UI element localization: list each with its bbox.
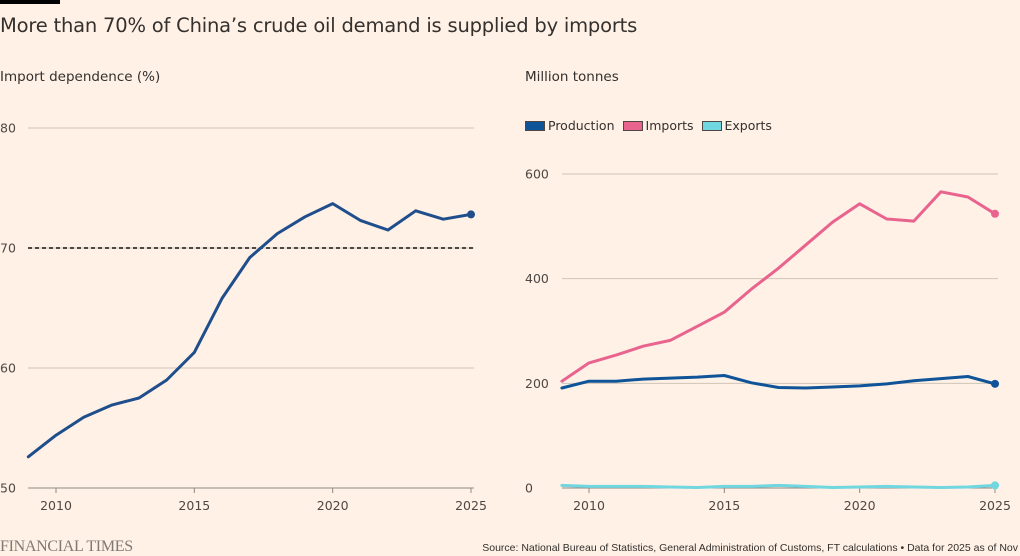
legend-swatch-exports xyxy=(701,120,722,131)
left-y-tick-label: 80 xyxy=(0,121,16,136)
right-y-tick-label: 600 xyxy=(525,167,549,182)
left-x-tick-label: 2025 xyxy=(455,498,487,513)
legend-label: Imports xyxy=(645,118,694,133)
left-x-tick-label: 2010 xyxy=(40,498,72,513)
left-y-tick-label: 70 xyxy=(0,241,16,256)
left-chart-subtitle: Import dependence (%) xyxy=(0,69,161,85)
right-x-tick-label: 2015 xyxy=(708,498,740,513)
left-series-line-import-dependence xyxy=(26,202,473,459)
right-x-tick-label: 2010 xyxy=(573,498,605,513)
legend-label: Production xyxy=(548,118,615,133)
ft-top-bar xyxy=(0,0,60,4)
left-x-tick-label: 2015 xyxy=(178,498,210,513)
left-end-marker-import-dependence xyxy=(467,210,475,219)
legend-swatch-imports xyxy=(622,120,643,131)
right-series-line-production xyxy=(560,374,997,390)
right-x-tick-label: 2025 xyxy=(979,498,1011,513)
left-x-tick-label: 2020 xyxy=(317,498,349,513)
left-y-tick-label: 50 xyxy=(0,481,16,496)
right-series-line-imports xyxy=(560,190,997,383)
legend-label: Exports xyxy=(724,118,772,133)
right-y-tick-label: 200 xyxy=(525,376,549,391)
right-series-line-exports xyxy=(560,483,997,489)
legend-item-imports: Imports xyxy=(622,118,694,133)
legend: Production Imports Exports xyxy=(525,118,780,133)
legend-swatch-production xyxy=(525,120,545,131)
right-y-tick-label: 0 xyxy=(525,481,533,496)
ft-logo: FINANCIAL TIMES xyxy=(0,538,133,555)
right-end-marker-exports xyxy=(991,481,999,490)
right-end-marker-production xyxy=(991,379,999,388)
right-y-tick-label: 400 xyxy=(525,271,549,286)
right-chart-subtitle: Million tonnes xyxy=(525,69,619,85)
right-x-tick-label: 2020 xyxy=(844,498,876,513)
source-note: Source: National Bureau of Statistics, G… xyxy=(482,542,1018,554)
chart-title: More than 70% of China’s crude oil deman… xyxy=(0,14,638,37)
right-end-marker-imports xyxy=(991,209,999,218)
legend-item-exports: Exports xyxy=(701,118,772,133)
left-y-tick-label: 60 xyxy=(0,361,16,376)
legend-item-production: Production xyxy=(525,118,615,133)
